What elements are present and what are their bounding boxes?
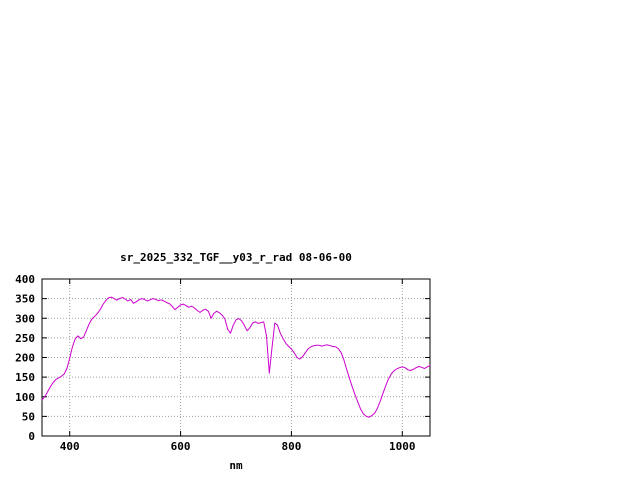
series-line xyxy=(41,296,431,418)
svg-text:400: 400 xyxy=(15,273,35,286)
svg-text:0: 0 xyxy=(28,430,35,443)
x-axis-label: nm xyxy=(229,459,243,472)
svg-text:800: 800 xyxy=(281,440,301,453)
svg-text:50: 50 xyxy=(22,410,35,423)
svg-text:150: 150 xyxy=(15,371,35,384)
svg-text:250: 250 xyxy=(15,332,35,345)
svg-text:350: 350 xyxy=(15,293,35,306)
svg-text:400: 400 xyxy=(60,440,80,453)
svg-text:200: 200 xyxy=(15,352,35,365)
svg-text:300: 300 xyxy=(15,312,35,325)
svg-text:100: 100 xyxy=(15,391,35,404)
svg-text:600: 600 xyxy=(171,440,191,453)
chart-title: sr_2025_332_TGF__y03_r_rad 08-06-00 xyxy=(120,251,352,264)
svg-text:1000: 1000 xyxy=(389,440,416,453)
